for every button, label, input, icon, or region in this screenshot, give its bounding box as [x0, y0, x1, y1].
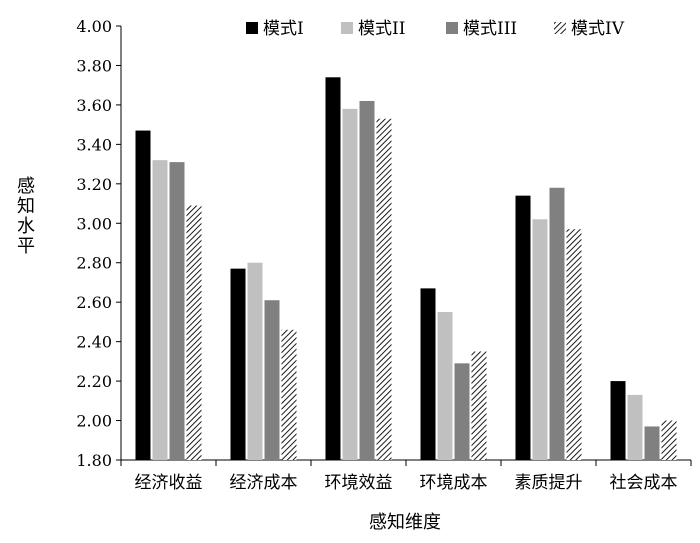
bar	[325, 77, 341, 461]
bar	[281, 329, 297, 460]
bar	[152, 160, 168, 461]
y-tick-label: 2.60	[76, 293, 112, 312]
y-axis-title: 感知水平	[17, 176, 35, 257]
bar	[471, 351, 487, 460]
x-tick-label: 社会成本	[610, 473, 678, 493]
legend-swatch	[246, 22, 258, 34]
x-tick-label: 经济收益	[135, 473, 203, 493]
y-tick-label: 3.20	[76, 175, 112, 194]
bar	[661, 420, 677, 460]
bar	[644, 426, 660, 460]
bar	[135, 130, 151, 460]
bar	[169, 162, 185, 461]
x-axis: 经济收益 经济成本 环境效益 环境成本 素质提升 社会成本	[120, 459, 692, 493]
legend-label: 模式III	[463, 19, 517, 39]
y-tick-label: 3.80	[76, 56, 112, 75]
legend-swatch	[341, 22, 353, 34]
y-tick-label: 2.00	[76, 412, 112, 431]
bar	[186, 205, 202, 460]
x-tick-label: 经济成本	[230, 473, 298, 493]
bar	[264, 300, 280, 460]
y-tick-label: 1.80	[76, 451, 112, 470]
bar	[359, 100, 375, 461]
y-tick-label: 2.80	[76, 254, 112, 273]
bar	[342, 108, 358, 460]
y-tick-label: 2.40	[76, 333, 112, 352]
bar	[515, 195, 531, 460]
legend-swatch	[446, 22, 458, 34]
y-tick-label: 4.00	[76, 17, 112, 36]
bar	[532, 219, 548, 460]
y-tick-label: 2.20	[76, 372, 112, 391]
legend-label: 模式II	[358, 19, 405, 39]
y-tick-label: 3.00	[76, 214, 112, 233]
x-tick-label: 环境成本	[420, 473, 488, 493]
x-axis-title: 感知维度	[369, 512, 441, 533]
bar	[230, 268, 246, 460]
bar	[376, 118, 392, 460]
bar	[566, 229, 582, 460]
bar	[549, 187, 565, 460]
legend: 模式I 模式II 模式III 模式IV	[246, 19, 625, 39]
bar	[454, 363, 470, 460]
bar	[610, 381, 626, 460]
legend-swatch	[554, 22, 566, 34]
x-tick-label: 环境效益	[325, 473, 393, 493]
bar	[437, 312, 453, 460]
bar	[420, 288, 436, 460]
legend-label: 模式IV	[571, 19, 625, 39]
x-tick-label: 素质提升	[515, 473, 583, 493]
legend-label: 模式I	[263, 19, 304, 39]
y-axis: 1.80 2.00 2.20 2.40 2.60 2.80 3.00 3.20 3.40 3.60…	[76, 17, 122, 470]
y-tick-label: 3.60	[76, 96, 112, 115]
bar	[627, 394, 643, 460]
bar	[247, 262, 263, 460]
y-tick-label: 3.40	[76, 135, 112, 154]
bars	[135, 77, 677, 461]
